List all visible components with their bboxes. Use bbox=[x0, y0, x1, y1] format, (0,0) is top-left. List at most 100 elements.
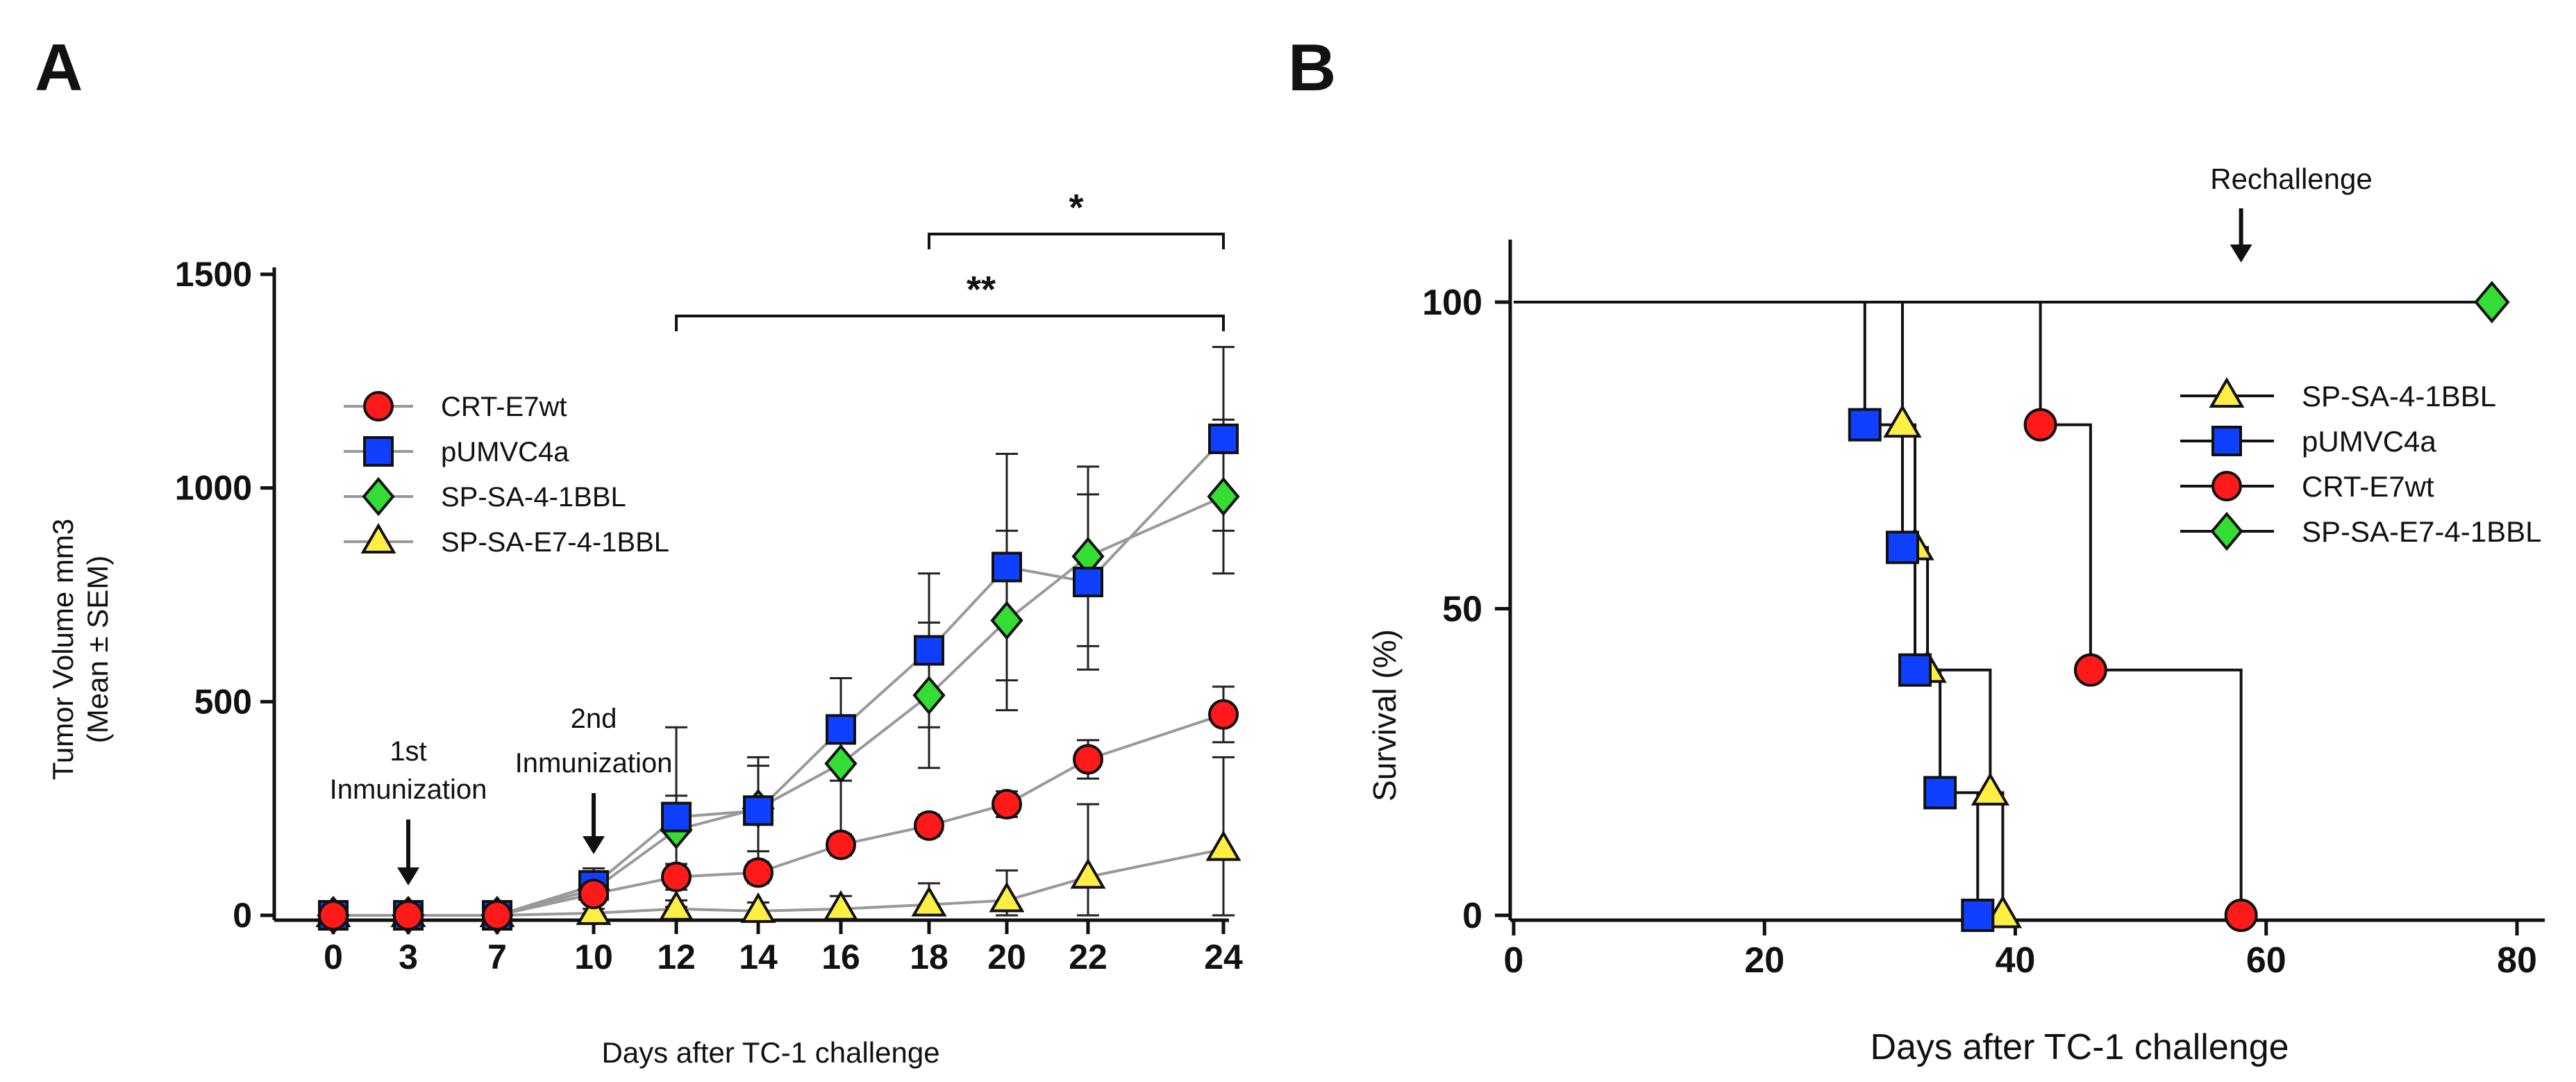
panel-a-legend-marker bbox=[360, 523, 396, 554]
rechallenge-arrow-head bbox=[2230, 244, 2252, 263]
panel-a-xtick-label: 16 bbox=[821, 938, 860, 976]
panel-b-label: B bbox=[1288, 31, 1336, 105]
panel-b-xlabel: Days after TC-1 challenge bbox=[1870, 1027, 2289, 1067]
panel-a-xtick-label: 22 bbox=[1069, 938, 1107, 976]
panel-a-point bbox=[914, 635, 944, 666]
panel-a-point bbox=[990, 601, 1023, 640]
panel-a-point bbox=[740, 892, 776, 923]
panel-a-xtick-label: 3 bbox=[399, 938, 418, 976]
panel-b-ylabel: Survival (%) bbox=[1366, 629, 1403, 801]
panel-a-significance-label: ** bbox=[967, 269, 996, 310]
panel-b-legend-label: SP-SA-4-1BBL bbox=[2302, 380, 2496, 413]
rechallenge-arrow bbox=[2230, 208, 2252, 263]
panel-a-point bbox=[1208, 699, 1239, 730]
panel-b-xtick-label: 20 bbox=[1744, 940, 1784, 981]
panel-a-xtick-label: 18 bbox=[910, 938, 948, 976]
panel-b-legend-marker bbox=[2211, 426, 2242, 456]
rechallenge-label: Rechallenge bbox=[2210, 163, 2373, 195]
panel-b-ytick-label: 0 bbox=[1462, 896, 1482, 936]
panel-a-point bbox=[992, 789, 1022, 820]
panel-a-point bbox=[578, 879, 609, 910]
panel-b-point bbox=[1923, 776, 1957, 810]
panel-a-point bbox=[911, 885, 947, 917]
panel-b-point bbox=[2474, 281, 2510, 324]
panel-a-point bbox=[1073, 567, 1103, 598]
panel-a-significance-label: * bbox=[1069, 187, 1083, 228]
panel-b-xtick-label: 80 bbox=[2497, 940, 2537, 981]
panel-a-ylabel-line2: (Mean ± SEM) bbox=[81, 556, 114, 743]
panel-a-point bbox=[992, 551, 1022, 583]
panel-b-legend-label: CRT-E7wt bbox=[2302, 470, 2434, 503]
panel-a-legend-label: CRT-E7wt bbox=[441, 392, 567, 422]
immunization-arrow bbox=[397, 819, 419, 885]
panel-a-legend-marker bbox=[363, 391, 394, 422]
panel-a-legend-label: pUMVC4a bbox=[441, 437, 569, 467]
panel-a-point bbox=[912, 675, 946, 715]
panel-b-point bbox=[2023, 408, 2057, 442]
panel-a-xtick-label: 0 bbox=[324, 938, 343, 976]
panel-a-point bbox=[1205, 830, 1241, 861]
immunization-arrow-head bbox=[397, 867, 419, 885]
panel-a-legend-marker bbox=[362, 476, 395, 517]
panel-a-xlabel: Days after TC-1 challenge bbox=[601, 1036, 939, 1069]
panel-a-ylabel-line1: Tumor Volume mm3 bbox=[47, 519, 79, 781]
panel-b-plot: 0 50 100 0 20 40 60 80 SP-SA-4-1BBL pUMVC4a CRT-E7… bbox=[1422, 208, 2545, 981]
panel-b-xtick-label: 0 bbox=[1504, 940, 1524, 981]
panel-a-point bbox=[1207, 476, 1240, 517]
immunization-annotation-line2: Inmunization bbox=[515, 748, 673, 779]
panel-b-xtick-label: 40 bbox=[1996, 940, 2036, 981]
panel-a-point bbox=[743, 857, 773, 888]
panel-a-xtick-label: 14 bbox=[739, 938, 778, 976]
panel-b-legend-label: pUMVC4a bbox=[2302, 425, 2436, 458]
panel-a-legend-label: SP-SA-E7-4-1BBL bbox=[441, 527, 669, 558]
panel-a-xtick-label: 24 bbox=[1204, 938, 1243, 976]
panel-a-significance-bracket bbox=[675, 315, 1225, 331]
panel-a-xtick-label: 7 bbox=[487, 938, 507, 976]
panel-b-ytick-label: 50 bbox=[1442, 590, 1482, 630]
panel-b-point bbox=[1971, 772, 2010, 806]
panel-a-point bbox=[661, 861, 692, 892]
panel-b-point bbox=[2073, 653, 2107, 687]
panel-a-ytick-label: 0 bbox=[233, 896, 252, 935]
panel-a-legend-marker bbox=[363, 436, 394, 467]
immunization-annotation-line1: 2nd bbox=[571, 704, 617, 734]
panel-a-point bbox=[393, 900, 424, 931]
panel-a-xtick-label: 10 bbox=[574, 938, 613, 976]
panel-a-xtick-label: 20 bbox=[987, 938, 1026, 976]
panel-b-xtick-label: 60 bbox=[2246, 940, 2286, 981]
panel-a-point bbox=[318, 900, 349, 931]
immunization-annotation-line1: 1st bbox=[390, 736, 426, 767]
panel-a-ytick-label: 500 bbox=[194, 682, 252, 721]
panel-b-point bbox=[1885, 531, 1919, 565]
panel-a-ytick-label: 1500 bbox=[175, 255, 252, 294]
panel-a-point bbox=[823, 890, 859, 921]
panel-b-point bbox=[1848, 408, 1882, 442]
panel-b-survival-step bbox=[1514, 301, 2243, 915]
panel-a-point bbox=[989, 881, 1025, 913]
panel-b-legend-label: SP-SA-E7-4-1BBL bbox=[2302, 515, 2541, 548]
panel-a-xtick-label: 12 bbox=[657, 938, 696, 976]
panel-b-survival-step bbox=[1514, 301, 2005, 915]
panel-a-legend-label: SP-SA-4-1BBL bbox=[441, 482, 626, 513]
immunization-arrow bbox=[583, 793, 605, 854]
panel-a-point bbox=[824, 744, 858, 783]
panel-b-point bbox=[1983, 894, 2023, 929]
immunization-annotation-line2: Inmunization bbox=[330, 774, 487, 805]
panel-b-point bbox=[2224, 899, 2258, 932]
panel-b-point bbox=[1883, 404, 1922, 438]
panel-b-survival-step bbox=[1514, 301, 1980, 915]
panel-a-significance-bracket bbox=[928, 233, 1225, 249]
panel-b-legend-marker bbox=[2209, 377, 2245, 408]
panel-a-point bbox=[826, 714, 856, 745]
immunization-arrow-head bbox=[583, 836, 605, 854]
panel-a-point bbox=[482, 900, 512, 931]
panel-b-point bbox=[1961, 899, 1995, 932]
panel-a-point bbox=[1073, 744, 1103, 775]
panel-b-legend-marker bbox=[2210, 511, 2243, 551]
panel-a-legend: CRT-E7wt pUMVC4a SP-SA-4-1BBL SP-SA-E7-4-1B… bbox=[344, 391, 669, 558]
panel-b-ytick-label: 100 bbox=[1422, 283, 1482, 323]
panel-b-legend: SP-SA-4-1BBL pUMVC4a CRT-E7wt SP-SA-E7-4-1B… bbox=[2180, 377, 2541, 551]
panel-a-ytick-label: 1000 bbox=[175, 469, 252, 508]
